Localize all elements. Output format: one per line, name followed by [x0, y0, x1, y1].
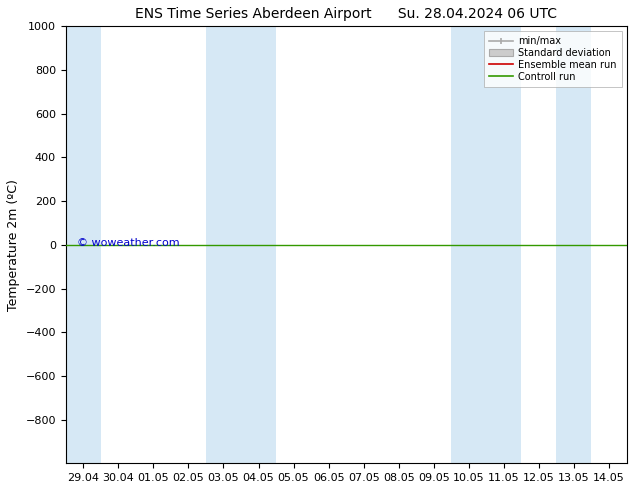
Text: © woweather.com: © woweather.com: [77, 238, 179, 247]
Bar: [66, 26, 101, 464]
Title: ENS Time Series Aberdeen Airport      Su. 28.04.2024 06 UTC: ENS Time Series Aberdeen Airport Su. 28.…: [135, 7, 557, 21]
Y-axis label: Temperature 2m (ºC): Temperature 2m (ºC): [7, 179, 20, 311]
Bar: [557, 26, 592, 464]
Bar: [486, 26, 521, 464]
Legend: min/max, Standard deviation, Ensemble mean run, Controll run: min/max, Standard deviation, Ensemble me…: [484, 31, 622, 87]
Bar: [241, 26, 276, 464]
Bar: [451, 26, 486, 464]
Bar: [206, 26, 241, 464]
